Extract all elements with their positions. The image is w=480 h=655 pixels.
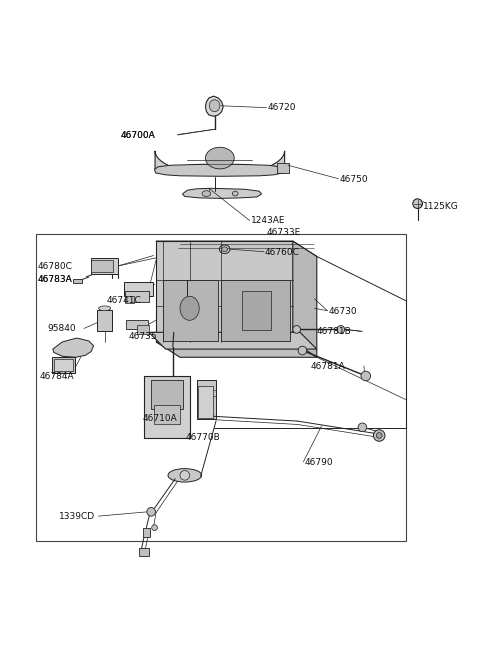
Circle shape — [373, 430, 385, 441]
Text: 95840: 95840 — [47, 324, 76, 333]
Text: 46733E: 46733E — [266, 229, 300, 238]
Circle shape — [298, 346, 307, 355]
Circle shape — [376, 432, 382, 438]
Text: 1339CD: 1339CD — [59, 512, 95, 521]
Text: 1125KG: 1125KG — [423, 202, 459, 211]
Text: 46780C: 46780C — [37, 261, 72, 271]
Text: 46720: 46720 — [267, 103, 296, 112]
Text: 46781A: 46781A — [311, 362, 346, 371]
Text: 46760C: 46760C — [265, 248, 300, 257]
Polygon shape — [293, 241, 317, 357]
Ellipse shape — [209, 100, 220, 112]
Ellipse shape — [222, 247, 228, 252]
Polygon shape — [205, 96, 223, 117]
Polygon shape — [156, 241, 317, 257]
FancyBboxPatch shape — [91, 258, 118, 274]
FancyBboxPatch shape — [73, 278, 82, 284]
Text: 46770B: 46770B — [186, 433, 220, 442]
Ellipse shape — [219, 245, 230, 253]
Polygon shape — [155, 164, 284, 176]
FancyBboxPatch shape — [139, 548, 149, 555]
Polygon shape — [182, 188, 262, 198]
Ellipse shape — [205, 147, 234, 169]
Text: 46700A: 46700A — [121, 131, 156, 140]
FancyBboxPatch shape — [124, 282, 153, 296]
Text: 46741C: 46741C — [107, 296, 141, 305]
FancyBboxPatch shape — [126, 320, 147, 329]
Circle shape — [152, 525, 157, 531]
Bar — [36, 234, 406, 541]
FancyBboxPatch shape — [137, 325, 149, 334]
Ellipse shape — [168, 468, 202, 482]
Text: 46710A: 46710A — [143, 414, 177, 422]
Circle shape — [337, 326, 345, 333]
Text: 46790: 46790 — [305, 458, 334, 467]
Ellipse shape — [202, 191, 211, 196]
Circle shape — [358, 423, 367, 432]
Circle shape — [180, 470, 190, 480]
Text: 46700A: 46700A — [121, 131, 156, 140]
Polygon shape — [53, 338, 94, 357]
Polygon shape — [155, 151, 285, 175]
FancyBboxPatch shape — [91, 260, 113, 272]
FancyBboxPatch shape — [125, 291, 149, 301]
Text: 46750: 46750 — [339, 175, 368, 184]
Ellipse shape — [232, 191, 238, 196]
Circle shape — [293, 326, 300, 333]
Text: 46783A: 46783A — [37, 274, 72, 284]
FancyBboxPatch shape — [97, 310, 112, 331]
Polygon shape — [221, 280, 290, 341]
FancyBboxPatch shape — [197, 381, 216, 419]
Polygon shape — [144, 375, 190, 438]
FancyBboxPatch shape — [125, 296, 134, 303]
Text: 1243AE: 1243AE — [251, 216, 285, 225]
Polygon shape — [156, 342, 317, 357]
Ellipse shape — [98, 306, 110, 310]
Text: 46735: 46735 — [128, 332, 157, 341]
FancyBboxPatch shape — [54, 359, 73, 371]
FancyBboxPatch shape — [198, 386, 213, 419]
FancyBboxPatch shape — [242, 291, 271, 330]
Polygon shape — [149, 332, 317, 349]
FancyBboxPatch shape — [154, 405, 180, 424]
Circle shape — [147, 508, 156, 516]
Circle shape — [361, 371, 371, 381]
FancyBboxPatch shape — [152, 381, 182, 409]
Text: 46784A: 46784A — [39, 372, 74, 381]
Polygon shape — [156, 241, 293, 342]
FancyBboxPatch shape — [277, 163, 289, 173]
Ellipse shape — [180, 296, 199, 320]
Circle shape — [413, 199, 422, 208]
FancyBboxPatch shape — [143, 528, 150, 537]
Polygon shape — [163, 280, 218, 341]
FancyBboxPatch shape — [52, 357, 75, 373]
Text: 46783A: 46783A — [37, 274, 72, 284]
Text: 46730: 46730 — [328, 307, 357, 316]
Text: 46781B: 46781B — [317, 328, 351, 336]
